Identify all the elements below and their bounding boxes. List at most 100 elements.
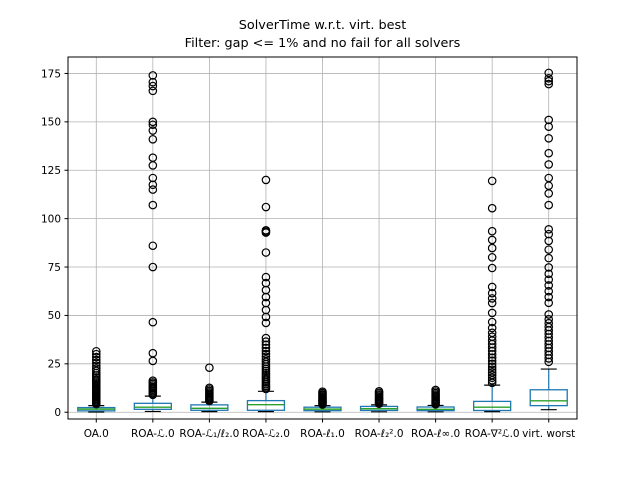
flier-point [544, 173, 554, 183]
iqr-box [529, 389, 568, 407]
flier-point [261, 272, 271, 282]
flier-point [487, 263, 497, 273]
x-tick-label: ROA-ℓ₁.0 [300, 428, 345, 440]
flier-point [487, 323, 497, 333]
gridlines [68, 57, 577, 419]
flier-point [544, 229, 554, 239]
fliers [205, 363, 214, 406]
flier-point [487, 226, 497, 236]
x-tick-label: ROA-ℓ₂².0 [355, 428, 404, 440]
fliers [91, 346, 101, 409]
flier-point [148, 348, 158, 358]
y-tick-label: 125 [41, 165, 61, 177]
flier-point [148, 180, 158, 190]
flier-point [91, 358, 101, 368]
boxplot-3 [190, 363, 229, 413]
x-tick-label: ROA-ℒ.0 [131, 428, 175, 440]
flier-point [544, 315, 554, 324]
flier-point [148, 81, 158, 91]
flier-point [487, 359, 497, 369]
iqr-box [473, 400, 512, 412]
flier-point [91, 349, 101, 359]
flier-point [261, 298, 271, 308]
x-tick-label: ROA-ℒ₁/ℓ₂.0 [179, 428, 239, 440]
flier-point [487, 328, 497, 338]
flier-point [487, 368, 497, 377]
boxplot-2 [133, 71, 172, 413]
y-tick-label: 175 [41, 68, 61, 80]
flier-point [261, 346, 271, 356]
boxplot-7 [416, 385, 455, 413]
flier-point [148, 134, 158, 144]
flier-point [148, 317, 158, 327]
flier-point [487, 235, 497, 245]
y-tick-label: 150 [41, 117, 61, 129]
flier-point [544, 286, 554, 296]
flier-point [487, 332, 497, 342]
flier-point [261, 355, 271, 364]
flier-point [487, 288, 497, 298]
flier-point [261, 318, 271, 328]
flier-point [487, 203, 497, 213]
x-axis: OA.0 ROA-ℒ.0 ROA-ℒ₁/ℓ₂.0 ROA-ℒ₂.0 ROA-ℓ₁.0 RO… [84, 419, 575, 440]
flier-point [148, 153, 158, 162]
flier-point [487, 373, 497, 383]
x-tick-label: OA.0 [84, 428, 109, 440]
flier-point [487, 243, 497, 253]
flier-point [261, 175, 271, 185]
flier-point [261, 333, 271, 343]
flier-point [544, 318, 554, 328]
flier-point [148, 86, 158, 96]
flier-point [374, 387, 384, 396]
flier-point [487, 294, 497, 303]
flier-point [91, 364, 101, 373]
flier-point [544, 115, 554, 125]
y-tick-label: 50 [48, 310, 61, 322]
plot-area: 0 25 50 75 100 125 150 175 OA.0 ROA-ℒ.0 ROA-ℒ₁/ℓ₂.… [41, 56, 578, 440]
flier-point [148, 173, 158, 183]
flier-point [487, 282, 497, 292]
flier-point [261, 337, 271, 346]
y-tick-label: 75 [48, 262, 61, 274]
flier-point [261, 343, 271, 353]
flier-point [148, 185, 158, 194]
y-tick-label: 0 [54, 407, 61, 419]
flier-point [544, 298, 554, 308]
flier-point [205, 363, 214, 373]
flier-point [148, 126, 158, 135]
flier-point [148, 77, 158, 87]
boxplot-8 [473, 176, 512, 413]
flier-point [487, 350, 497, 359]
x-tick-label: ROA-∇²ℒ.0 [465, 428, 520, 440]
flier-point [261, 349, 271, 359]
fliers [318, 387, 327, 409]
flier-point [487, 353, 497, 362]
flier-point [487, 365, 497, 374]
boxplot-1 [77, 346, 116, 413]
flier-point [544, 253, 554, 263]
y-tick-label: 25 [48, 359, 61, 371]
flier-point [487, 253, 497, 262]
y-axis: 0 25 50 75 100 125 150 175 [41, 68, 68, 419]
flier-point [544, 122, 554, 131]
flier-point [148, 200, 158, 210]
flier-point [487, 176, 497, 186]
flier-point [261, 340, 271, 350]
flier-point [148, 262, 158, 272]
flier-point [544, 269, 554, 279]
flier-point [261, 248, 271, 257]
chart-title: SolverTime w.r.t. virt. best [239, 18, 407, 33]
flier-point [544, 281, 554, 290]
fliers [431, 385, 440, 409]
flier-point [91, 361, 101, 371]
flier-point [544, 76, 554, 86]
flier-point [544, 245, 554, 254]
flier-point [487, 308, 497, 318]
x-tick-label: ROA-ℓ∞.0 [411, 428, 460, 440]
flier-point [148, 117, 158, 127]
flier-point [544, 224, 554, 234]
boxplot-5 [303, 387, 342, 413]
flier-point [544, 68, 554, 78]
